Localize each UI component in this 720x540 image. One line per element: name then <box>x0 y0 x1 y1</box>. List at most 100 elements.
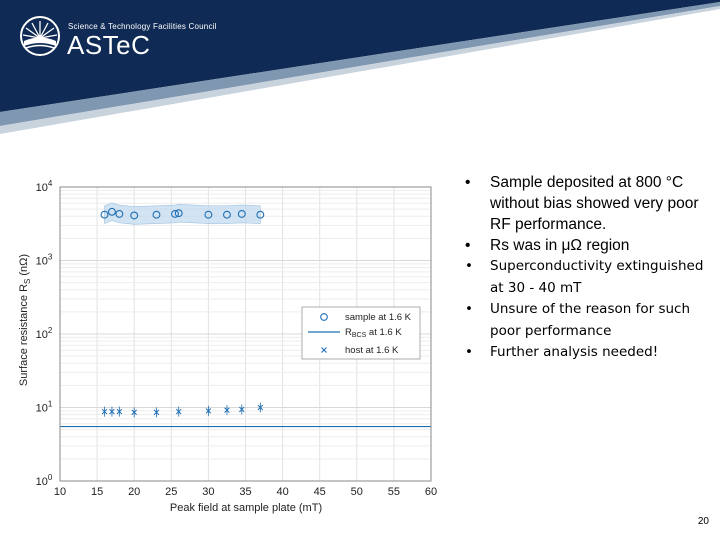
host-point <box>205 405 212 416</box>
sample-point <box>256 210 265 219</box>
host-x-stroke <box>131 409 137 416</box>
banner-stripe <box>0 2 720 126</box>
host-x-stroke <box>109 408 115 415</box>
bullet-dot: • <box>465 344 473 360</box>
bullet-item: • Rs was in μΩ region <box>465 235 705 256</box>
brand-name: ASTeC <box>67 30 151 60</box>
x-tick-label: 20 <box>128 486 140 498</box>
legend-bcs-main: R <box>345 327 352 338</box>
bullet-dot: • <box>465 301 473 317</box>
x-tick-label: 25 <box>165 486 177 498</box>
sample-point <box>223 210 231 219</box>
bullet-dot: • <box>465 258 473 274</box>
x-tick-labels: 10 15 20 25 30 35 40 45 50 55 60 <box>54 486 437 498</box>
bullet-text: Sample deposited at 800 °C without bias … <box>490 174 699 233</box>
series-host <box>101 402 264 418</box>
stfc-logo-icon <box>20 16 60 56</box>
host-point <box>239 404 245 415</box>
x-axis-label: Peak field at sample plate (mT) <box>170 502 322 514</box>
x-tick-label: 50 <box>351 486 363 498</box>
legend-sample-marker <box>320 313 328 321</box>
banner-shape <box>0 0 720 134</box>
org-name: Science & Technology Facilities Council <box>68 22 217 31</box>
bullet-text: Further analysis needed! <box>490 344 659 360</box>
y-tick-label: 101 <box>36 400 53 415</box>
legend-box <box>301 306 421 360</box>
y-tick-exp: 4 <box>48 179 53 188</box>
plot-frame <box>59 186 432 482</box>
y-axis-label: Surface resistance RS (nΩ) <box>18 254 32 386</box>
bullet-item: • Unsure of the reason for such poor perf… <box>465 299 705 342</box>
bullet-text: Rs was in μΩ region <box>490 237 630 254</box>
host-point <box>224 405 230 416</box>
series-sample <box>100 207 265 220</box>
x-tick-label: 30 <box>202 486 214 498</box>
y-tick-exp: 1 <box>48 400 53 409</box>
banner-navy <box>0 0 720 112</box>
legend-host-marker <box>321 347 327 353</box>
y-tick-label: 103 <box>36 253 53 268</box>
x-tick-label: 55 <box>388 486 400 498</box>
sample-point <box>107 207 116 216</box>
host-point <box>116 406 123 417</box>
page-number: 20 <box>697 516 709 527</box>
sample-point <box>152 210 161 219</box>
y-tick-base: 10 <box>36 256 48 268</box>
x-tick-label: 35 <box>239 486 251 498</box>
host-x-stroke <box>205 408 212 414</box>
header-banner: Science & Technology Facilities Council … <box>0 0 720 150</box>
banner-stripe-light <box>0 6 720 134</box>
x-tick-label: 60 <box>425 486 437 498</box>
bullet-text: Unsure of the reason for such poor perfo… <box>490 301 691 339</box>
y-tick-exp: 0 <box>48 473 53 482</box>
bullet-dot: • <box>465 237 471 254</box>
legend-sample-label: sample at 1.6 K <box>345 312 412 323</box>
host-x-stroke <box>153 409 160 416</box>
x-tick-label: 40 <box>276 486 288 498</box>
y-axis-label-sub: S <box>23 279 32 284</box>
bullet-list: • Sample deposited at 800 °C without bias… <box>465 172 705 364</box>
sample-point <box>130 211 139 220</box>
bullet-dot: • <box>465 174 471 191</box>
y-tick-base: 10 <box>36 182 48 194</box>
bullet-item: • Further analysis needed! <box>465 342 705 364</box>
legend-bcs-sub: BCS <box>352 332 367 339</box>
bullet-text: Superconductivity extinguished at 30 - 4… <box>490 258 704 296</box>
host-point <box>257 402 264 413</box>
host-point <box>101 406 108 417</box>
host-x-stroke <box>239 406 245 413</box>
legend-bcs-label: RBCS at 1.6 K <box>345 327 402 339</box>
bullet-item: • Superconductivity extinguished at 30 - … <box>465 256 705 299</box>
host-point <box>131 407 137 418</box>
x-tick-label: 10 <box>54 486 66 498</box>
y-axis-label-unit: (nΩ) <box>18 254 30 276</box>
sample-point <box>237 209 246 218</box>
y-tick-base: 10 <box>36 329 48 341</box>
sample-point <box>115 209 124 218</box>
y-axis-label-main: Surface resistance R <box>18 284 30 386</box>
x-tick-label: 45 <box>314 486 326 498</box>
legend-bcs-rest: at 1.6 K <box>366 327 402 338</box>
host-x-stroke <box>116 408 123 415</box>
y-tick-label: 100 <box>36 473 53 488</box>
y-tick-base: 10 <box>36 476 48 488</box>
y-tick-label: 102 <box>36 326 53 341</box>
bullet-item: • Sample deposited at 800 °C without bias… <box>465 172 705 235</box>
y-tick-exp: 3 <box>48 253 53 262</box>
legend-host-label: host at 1.6 K <box>345 345 399 356</box>
sample-point <box>174 209 183 218</box>
y-tick-base: 10 <box>36 403 48 415</box>
host-point <box>109 406 115 417</box>
sample-point <box>171 209 179 218</box>
y-tick-exp: 2 <box>48 326 53 335</box>
host-point <box>153 407 160 418</box>
host-x-stroke <box>224 407 230 413</box>
chart-legend: sample at 1.6 K RBCS at 1.6 K host at 1.… <box>301 306 421 360</box>
host-x-stroke <box>257 404 264 411</box>
host-x-stroke <box>101 408 108 415</box>
host-x-stroke <box>175 408 182 415</box>
y-tick-label: 104 <box>36 179 53 194</box>
sample-point <box>204 210 213 219</box>
